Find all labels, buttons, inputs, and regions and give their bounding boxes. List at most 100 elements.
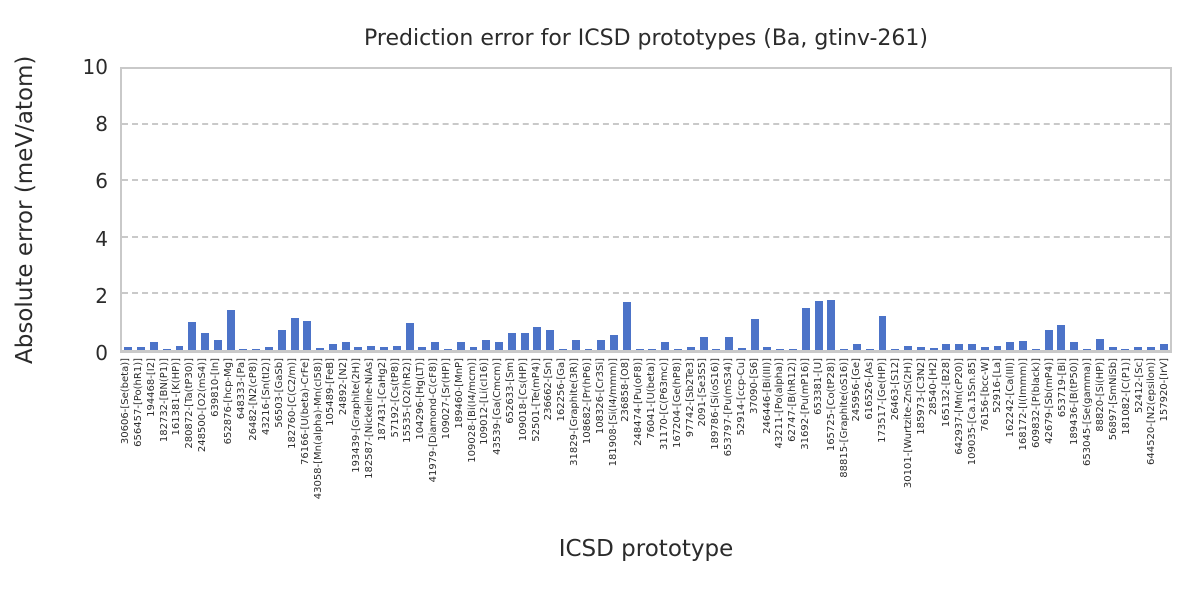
x-tick-slot: 43058-[Mn(alpha)-Mn(cI58)] [312, 358, 325, 528]
x-tick-slot: 76166-[U(beta)-CrFe] [300, 358, 313, 528]
x-tick-label: 109018-[Cs(HP)] [517, 358, 529, 442]
bar [469, 346, 478, 350]
x-tick-slot: 109035-[Ca.15Sn.85] [967, 358, 980, 528]
x-axis-ticks: 30606-[Se(beta)] 656457-[Po(hR1)] 194468-[… [120, 358, 1172, 528]
x-tick-label: 181908-[Si(I4/mmm)] [607, 358, 619, 467]
bar [750, 319, 759, 350]
bar [405, 323, 414, 350]
y-tick-label: 8 [95, 112, 108, 137]
bar-slot [608, 69, 621, 350]
bar-slot [825, 69, 838, 350]
x-tick-label: 88820-[Si(HP)] [1095, 358, 1107, 432]
x-tick-slot: 76041-[U(beta)] [646, 358, 659, 528]
bar [328, 344, 337, 350]
bar [533, 326, 542, 350]
bar [980, 347, 989, 350]
x-tick-slot: 41979-[Diamond-C(cF8)] [428, 358, 441, 528]
bar [1070, 341, 1079, 350]
bar [789, 349, 797, 350]
bar [201, 333, 210, 350]
bar [188, 321, 197, 350]
bar-slot [569, 69, 582, 350]
x-tick-label: 37090-[S6] [748, 358, 760, 414]
bar [252, 349, 261, 350]
x-tick-label: 189786-[Si(oS16)] [710, 358, 722, 450]
x-tick-label: 56897-[SmNiSb] [1107, 358, 1119, 441]
bar [571, 340, 580, 350]
bar [648, 348, 657, 350]
x-tick-label: 43539-[Ga(Cmcm)] [492, 358, 504, 455]
bar [137, 347, 146, 350]
bar [801, 307, 810, 350]
x-tick-label: 639810-[In] [209, 358, 221, 417]
gridline [122, 235, 1170, 238]
x-tick-slot: 43211-[Po(alpha)] [774, 358, 787, 528]
x-tick-slot: 62747-[B(hR12)] [787, 358, 800, 528]
bar [290, 317, 299, 350]
bar [661, 341, 670, 350]
bar [916, 347, 925, 350]
bar-slot [250, 69, 263, 350]
bar-slot [365, 69, 378, 350]
x-tick-label: 616526-[As] [864, 358, 876, 420]
x-tick-slot: 109012-[Li(cI16)] [479, 358, 492, 528]
bar [1134, 346, 1143, 350]
bar-slot [160, 69, 173, 350]
bar-slot [275, 69, 288, 350]
x-tick-label: 52501-[Te(mP4)] [530, 358, 542, 442]
gridline [122, 291, 1170, 294]
bar [162, 348, 171, 350]
x-tick-slot: 97742-[Sb2Te3] [684, 358, 697, 528]
x-tick-label: 42679-[Sb(mP4)] [1043, 358, 1055, 444]
x-tick-label: 162242-[Ca(III)] [1005, 358, 1017, 438]
x-tick-slot: 245956-[Ge] [851, 358, 864, 528]
bar [1031, 349, 1040, 350]
bar-slot [429, 69, 442, 350]
x-tick-label: 31829-[Graphite(3R)] [569, 358, 581, 466]
x-tick-slot: 173517-[Ge(HP)] [877, 358, 890, 528]
bar-slot [186, 69, 199, 350]
x-tick-slot: 26482-[N2(cP8)] [248, 358, 261, 528]
bar-slot [467, 69, 480, 350]
bar-slot [710, 69, 723, 350]
x-tick-slot: 644520-[N2(epsilon)] [1146, 358, 1159, 528]
x-tick-slot: 642937-[Mn(cP20)] [954, 358, 967, 528]
y-tick-label: 10 [82, 55, 108, 79]
bar [1044, 330, 1053, 350]
bar-slot [889, 69, 902, 350]
bar-slot [148, 69, 161, 350]
bar-slot [1068, 69, 1081, 350]
bar-slot [403, 69, 416, 350]
bar [213, 340, 222, 350]
bar [993, 345, 1002, 350]
x-tick-slot: 88815-[Graphite(oS16)] [838, 358, 851, 528]
bar [814, 300, 823, 350]
bar [584, 349, 593, 350]
bar-slot [416, 69, 429, 350]
x-tick-slot: 181082-[C(P1)] [1121, 358, 1134, 528]
x-tick-slot: 236662-[Sn] [543, 358, 556, 528]
x-tick-label: 165725-[Co(tP28)] [825, 358, 837, 452]
bar-slot [557, 69, 570, 350]
bar [226, 309, 235, 350]
x-tick-label: 43211-[Po(alpha)] [774, 358, 786, 449]
x-tick-slot: 88820-[Si(HP)] [1095, 358, 1108, 528]
bar [1019, 341, 1028, 350]
bar-slot [774, 69, 787, 350]
bar-slot [1017, 69, 1030, 350]
x-tick-label: 181082-[C(P1)] [1120, 358, 1132, 435]
bar-slot [799, 69, 812, 350]
bar-slot [1157, 69, 1170, 350]
bar [341, 342, 350, 350]
x-tick-slot: 162242-[Ca(III)] [1005, 358, 1018, 528]
x-tick-label: 104296-[Hg(LT)] [415, 358, 427, 440]
x-tick-label: 97742-[Sb2Te3] [684, 358, 696, 438]
bar [418, 347, 427, 350]
x-tick-label: 173517-[Ge(HP)] [877, 358, 889, 443]
x-tick-slot: 43539-[Ga(Cmcm)] [492, 358, 505, 528]
x-tick-label: 76041-[U(beta)] [646, 358, 658, 439]
bar-slot [314, 69, 327, 350]
x-tick-slot: 2091-[Se3S5] [697, 358, 710, 528]
x-tick-slot: 652876-[hcp-Mg] [223, 358, 236, 528]
bar-slot [914, 69, 927, 350]
